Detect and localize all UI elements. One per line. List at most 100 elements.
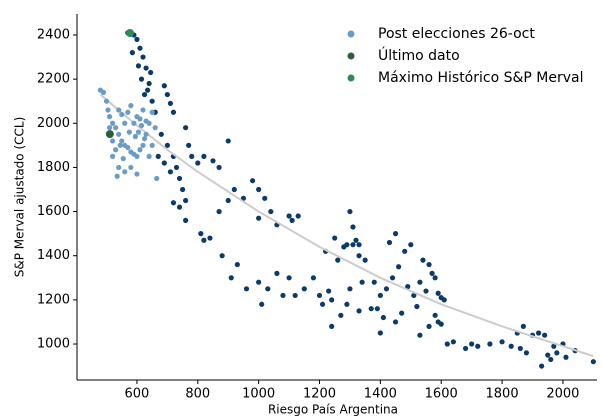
scatter-point (417, 279, 423, 285)
scatter-point (125, 109, 131, 115)
scatter-point (149, 98, 155, 104)
scatter-point (256, 279, 262, 285)
scatter-point (219, 253, 225, 259)
legend-text: Último dato (378, 46, 460, 64)
scatter-point (120, 155, 126, 162)
scatter-point (143, 118, 149, 124)
scatter-point (408, 242, 414, 248)
scatter-point (523, 350, 530, 356)
y-tick-label: 2200 (37, 72, 70, 87)
scatter-point (426, 261, 432, 268)
scatter-point (105, 107, 111, 113)
scatter-point (134, 36, 140, 42)
scatter-point (441, 297, 447, 303)
scatter-point (161, 83, 167, 89)
scatter-point (335, 257, 341, 263)
scatter-point (545, 352, 551, 358)
scatter-point (234, 261, 240, 268)
scatter-point (173, 164, 180, 171)
scatter-point (141, 91, 148, 98)
scatter-point (161, 160, 167, 166)
scatter-point (122, 120, 128, 126)
x-tick-label: 1800 (486, 387, 519, 402)
scatter-point (140, 142, 146, 148)
x-tick-label: 1600 (425, 387, 458, 402)
y-tick-label: 1600 (37, 204, 70, 219)
scatter-point (198, 231, 204, 237)
scatter-point (347, 208, 353, 215)
scatter-point (135, 63, 142, 69)
fit-line (99, 93, 594, 358)
y-axis-label: S&P Merval ajustado (CCL) (13, 117, 27, 277)
scatter-point (332, 235, 338, 241)
scatter-point (259, 301, 265, 307)
scatter-point (140, 107, 146, 113)
scatter-point (106, 125, 113, 131)
scatter-point (122, 169, 128, 175)
scatter-point (554, 350, 560, 356)
scatter-point (207, 235, 213, 241)
scatter-point (432, 312, 438, 318)
scatter-point (265, 286, 271, 292)
scatter-point (399, 310, 405, 316)
scatter-point (563, 354, 569, 360)
scatter-point (356, 308, 362, 314)
scatter-point (444, 341, 450, 347)
scatter-point (383, 286, 390, 292)
scatter-point (338, 312, 344, 318)
y-tick-label: 1200 (37, 292, 70, 307)
scatter-point (109, 153, 116, 159)
scatter-point (137, 45, 143, 51)
scatter-point (411, 292, 417, 299)
scatter-point (152, 125, 158, 131)
scatter-point (170, 109, 177, 115)
scatter-point (319, 301, 326, 307)
scatter-point (316, 292, 323, 299)
scatter-point (353, 237, 359, 243)
scatter-point (155, 153, 161, 159)
scatter-point (183, 217, 189, 223)
scatter-point (301, 286, 307, 292)
scatter-point (216, 208, 222, 215)
scatter-point (125, 144, 131, 151)
x-tick-label: 1200 (303, 387, 336, 402)
scatter-point (135, 129, 142, 135)
scatter-point (125, 28, 134, 37)
scatter-point (148, 69, 154, 76)
scatter-point (289, 217, 295, 223)
legend-text: Post elecciones 26-oct (378, 26, 535, 42)
scatter-point (106, 114, 113, 120)
scatter-point (274, 270, 280, 276)
scatter-point (146, 80, 152, 87)
scatter-point (389, 275, 396, 281)
scatter-point (100, 89, 107, 95)
scatter-point (520, 323, 526, 329)
scatter-point (103, 98, 110, 104)
scatter-point (243, 286, 250, 292)
scatter-point (116, 107, 122, 113)
scatter-point (132, 133, 139, 140)
scatter-point (210, 158, 216, 164)
scatter-point (329, 323, 335, 329)
x-tick-label: 800 (185, 387, 210, 402)
scatter-point (499, 339, 505, 345)
scatter-point (201, 153, 207, 159)
scatter-point (386, 239, 393, 246)
scatter-point (183, 197, 189, 204)
scatter-point (129, 50, 135, 56)
y-tick-label: 1800 (37, 160, 70, 175)
scatter-point (429, 270, 435, 276)
scatter-point (225, 197, 231, 204)
scatter-point (517, 345, 523, 352)
scatter-point (201, 237, 207, 243)
scatter-point (435, 319, 441, 325)
scatter-point (310, 275, 317, 281)
scatter-point (535, 330, 542, 336)
scatter-point (195, 160, 201, 166)
scatter-point (119, 138, 125, 144)
scatter-point (374, 306, 380, 312)
y-tick-label: 2000 (37, 116, 70, 131)
scatter-point (134, 171, 140, 177)
scatter-point (475, 343, 481, 349)
scatter-point (359, 279, 365, 285)
